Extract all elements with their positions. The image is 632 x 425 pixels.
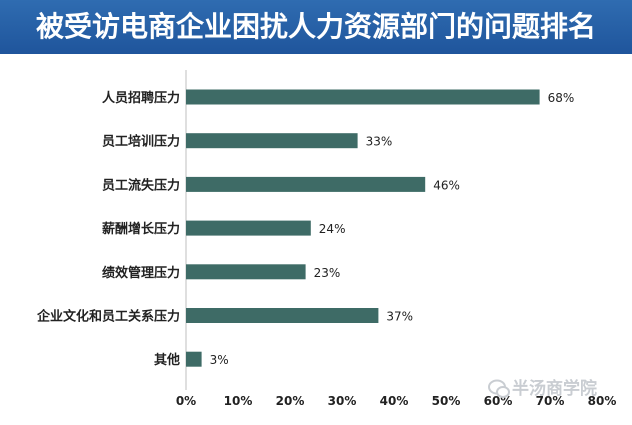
bar <box>186 176 426 192</box>
category-label: 员工培训压力 <box>102 134 180 150</box>
watermark-text: 半汤商学院 <box>512 379 597 399</box>
chart-panel: 人员招聘压力 68% 员工培训压力 33% 员工流失压力 46% 薪酬增长压力 24% 绩效管理… <box>6 60 628 422</box>
value-label: 3% <box>210 353 229 367</box>
category-label: 其他 <box>154 352 180 368</box>
value-label: 24% <box>319 222 346 236</box>
x-tick-label: 50% <box>432 394 461 408</box>
page-title: 被受访电商企业困扰人力资源部门的问题排名 <box>0 0 632 54</box>
watermark: 半汤商学院 <box>488 377 618 401</box>
bar <box>186 133 358 149</box>
x-tick-label: 80% <box>588 394 617 408</box>
x-tick-label: 70% <box>536 394 565 408</box>
category-label: 薪酬增长压力 <box>102 221 180 237</box>
category-label: 员工流失压力 <box>102 177 180 193</box>
value-label: 33% <box>366 135 393 149</box>
category-label: 企业文化和员工关系压力 <box>36 309 180 325</box>
value-label: 23% <box>314 266 341 280</box>
bar <box>186 89 540 105</box>
x-tick-label: 0% <box>176 394 196 408</box>
bar <box>186 264 306 280</box>
bar <box>186 220 311 236</box>
category-label: 人员招聘压力 <box>102 90 180 106</box>
x-tick-label: 40% <box>380 394 409 408</box>
x-tick-label: 20% <box>276 394 305 408</box>
category-label: 绩效管理压力 <box>102 265 180 281</box>
value-label: 46% <box>433 178 460 192</box>
bar <box>186 308 379 323</box>
x-tick-label: 30% <box>328 394 357 408</box>
bar-chart: 人员招聘压力 68% 员工培训压力 33% 员工流失压力 46% 薪酬增长压力 24% 绩效管理… <box>36 70 617 408</box>
bar <box>186 351 202 367</box>
value-label: 37% <box>386 310 413 324</box>
value-label: 68% <box>548 91 575 105</box>
wechat-logo-icon <box>488 379 510 398</box>
x-tick-label: 10% <box>224 394 253 408</box>
